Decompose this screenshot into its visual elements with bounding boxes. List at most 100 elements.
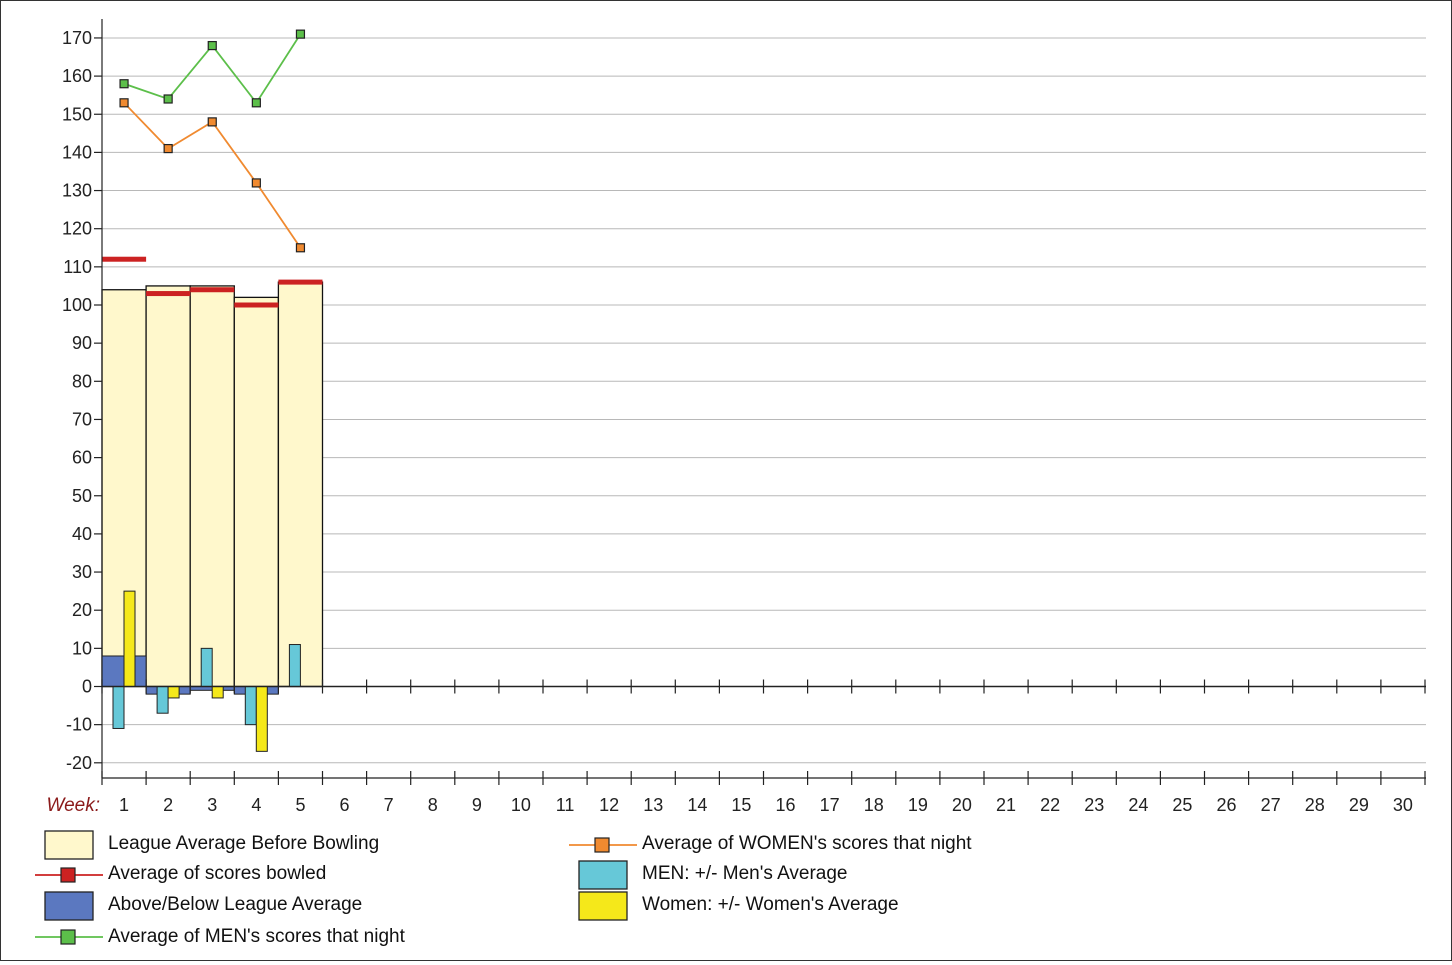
x-tick-label: 9 [472, 795, 482, 815]
legend-label-league-average: League Average Before Bowling [108, 833, 380, 854]
x-tick-label: 25 [1172, 795, 1192, 815]
legend-label-scores-bowled: Average of scores bowled [108, 863, 327, 884]
x-tick-label: 20 [952, 795, 972, 815]
legend-marker [60, 929, 76, 945]
x-tick-label: 22 [1040, 795, 1060, 815]
x-tick-label: 24 [1128, 795, 1148, 815]
men-diff-bar [156, 686, 169, 714]
line-women-point [119, 98, 129, 108]
x-tick-label: 12 [599, 795, 619, 815]
y-tick-label: 40 [72, 524, 92, 544]
x-tick-label: 15 [731, 795, 751, 815]
scores-bowled-mark [102, 256, 147, 262]
x-tick-label: 8 [428, 795, 438, 815]
legend-swatch [44, 891, 94, 921]
legend-swatch [578, 891, 628, 921]
y-tick-label: 110 [63, 257, 92, 277]
y-tick-label: 60 [72, 448, 92, 468]
legend-marker [60, 867, 76, 883]
league-average-bar [189, 285, 235, 688]
y-tick-label: 150 [62, 104, 92, 124]
x-tick-label: 1 [119, 795, 129, 815]
x-tick-label: 5 [295, 795, 305, 815]
line-men-point [119, 79, 129, 89]
y-tick-label: 130 [62, 181, 92, 201]
men-line [119, 29, 306, 108]
x-tick-label: 11 [556, 795, 575, 815]
x-tick-label: 23 [1084, 795, 1104, 815]
x-tick-label: 6 [340, 795, 350, 815]
axes [101, 19, 1426, 785]
x-tick-label: 18 [864, 795, 884, 815]
line-men-point [163, 94, 173, 104]
y-tick-label: 10 [72, 638, 92, 658]
line-women-point [251, 178, 261, 188]
y-axis-ticks: -20 -10 0 10 20 30 40 50 60 70 80 90 100 110 120 130 140… [62, 28, 102, 773]
x-tick-label: 21 [996, 795, 1016, 815]
women-diff-bar [211, 686, 224, 699]
x-tick-label: 26 [1217, 795, 1237, 815]
legend-label-men-diff: MEN: +/- Men's Average [642, 863, 848, 884]
x-tick-label: 17 [820, 795, 840, 815]
y-tick-label: -10 [66, 715, 92, 735]
y-tick-label: 0 [82, 677, 92, 697]
x-tick-label: 27 [1261, 795, 1281, 815]
legend-label-women-diff: Women: +/- Women's Average [642, 894, 899, 915]
x-tick-label: 28 [1305, 795, 1325, 815]
scores-bowled-mark [278, 279, 323, 285]
line-men-point [251, 98, 261, 108]
line-men-point [207, 40, 217, 51]
x-tick-label: 4 [251, 795, 261, 815]
x-tick-label: 3 [207, 795, 217, 815]
x-axis-labels: Week: 1 2 3 4 5 6 7 8 9 10 11 12 13 14 15 16 17 18 19 20 21 22… [46, 795, 1412, 816]
x-tick-label: 7 [384, 795, 394, 815]
scores-bowled-mark [146, 291, 191, 297]
y-tick-label: 140 [62, 142, 92, 162]
y-tick-label: 70 [72, 409, 92, 429]
scores-bowled-mark [190, 287, 235, 293]
y-tick-label: -20 [66, 753, 92, 773]
women-diff-bar [255, 686, 268, 752]
x-tick-label: 30 [1393, 795, 1413, 815]
x-tick-label: 29 [1349, 795, 1369, 815]
y-tick-label: 50 [72, 486, 92, 506]
line-men-point [295, 29, 306, 39]
x-axis-title: Week: [46, 795, 100, 816]
women-diff-bar [123, 590, 136, 687]
league-average-bar [277, 281, 324, 688]
line-women-point [207, 117, 217, 127]
legend-symbols [35, 830, 637, 945]
y-tick-label: 30 [72, 562, 92, 582]
legend-label-above-below: Above/Below League Average [108, 894, 363, 915]
legend-swatch [44, 830, 94, 860]
y-tick-label: 90 [72, 333, 92, 353]
men-diff-bar [112, 686, 125, 729]
legend-label-men-line: Average of MEN's scores that night [108, 926, 405, 947]
men-diff-bar [288, 644, 301, 687]
x-tick-label: 19 [908, 795, 928, 815]
men-diff-bar [244, 686, 257, 726]
x-tick-label: 14 [687, 795, 707, 815]
scores-bowled-mark [234, 302, 279, 308]
y-tick-label: 120 [62, 219, 92, 239]
x-tick-label: 16 [776, 795, 796, 815]
league-average-bar [233, 296, 280, 688]
men-diff-bar [200, 647, 213, 687]
scores-bowled-dashes [102, 256, 323, 308]
line-women-point [163, 143, 173, 154]
x-tick-label: 2 [163, 795, 173, 815]
y-tick-label: 170 [62, 28, 92, 48]
x-tick-label: 13 [643, 795, 663, 815]
y-tick-label: 80 [72, 371, 92, 391]
women-diff-bar [167, 686, 180, 699]
x-tick-label: 10 [511, 795, 531, 815]
line-women-point [295, 243, 306, 253]
league-average-bar [145, 285, 191, 688]
women-line [119, 98, 306, 253]
y-tick-label: 160 [62, 66, 92, 86]
legend-swatch [578, 860, 628, 890]
y-tick-label: 20 [72, 600, 92, 620]
legend-marker [594, 837, 610, 853]
